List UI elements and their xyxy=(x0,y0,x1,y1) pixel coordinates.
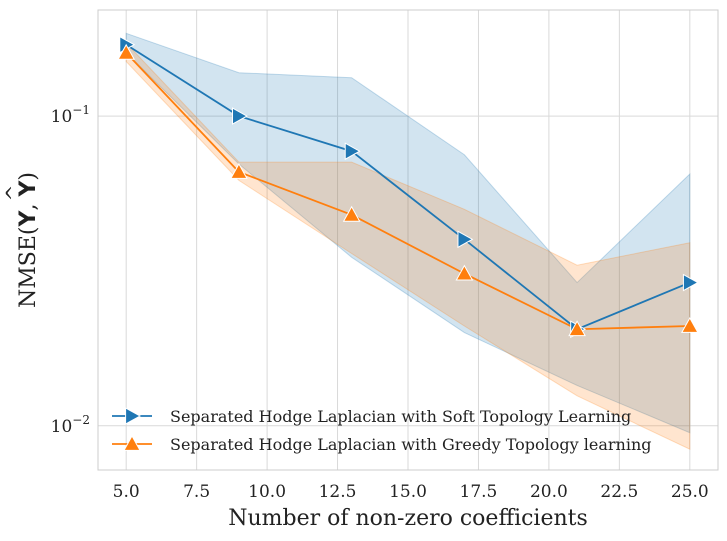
data-point xyxy=(680,316,699,333)
confidence-band xyxy=(125,41,691,451)
legend: Separated Hodge Laplacian with Soft Topo… xyxy=(112,407,651,454)
data-point xyxy=(344,142,361,161)
data-point xyxy=(230,162,248,179)
x-tick-label: 20.0 xyxy=(530,482,568,502)
y-tick-labels: 10−1 10−2 xyxy=(51,103,90,437)
data-point xyxy=(568,320,586,337)
series-line xyxy=(125,52,690,331)
series-lines xyxy=(125,43,691,331)
y-axis-label-close: ) xyxy=(16,172,41,181)
data-point xyxy=(455,264,474,281)
legend-label: Separated Hodge Laplacian with Greedy To… xyxy=(170,435,651,454)
x-tick-label: 15.0 xyxy=(389,482,427,502)
grid-lines xyxy=(98,10,718,470)
x-tick-label: 17.5 xyxy=(460,482,498,502)
series-line xyxy=(125,43,691,331)
y-tick-label: 10−1 xyxy=(51,103,90,127)
y-axis-label-prefix: NMSE( xyxy=(16,226,41,308)
legend-marker xyxy=(125,407,142,425)
x-tick-label: 7.5 xyxy=(183,482,210,502)
y-axis-label-hat: ^ xyxy=(1,185,25,202)
legend-marker xyxy=(123,434,141,451)
x-tick-labels: 5.0 7.5 10.0 12.5 15.0 17.5 20.0 22.5 25.0 xyxy=(113,482,709,502)
y-axis-label: NMSE(Y, Y) xyxy=(16,172,41,308)
x-tick-label: 12.5 xyxy=(319,482,357,502)
series-markers xyxy=(117,35,699,339)
y-axis-label-y: Y xyxy=(16,209,41,227)
data-point xyxy=(682,273,699,292)
data-point xyxy=(117,43,136,60)
legend-label: Separated Hodge Laplacian with Soft Topo… xyxy=(170,407,631,426)
plot-frame xyxy=(97,9,719,471)
x-tick-label: 10.0 xyxy=(248,482,286,502)
x-axis-label: Number of non-zero coefficients xyxy=(228,506,588,531)
x-tick-label: 5.0 xyxy=(113,482,140,502)
data-point xyxy=(457,230,474,249)
x-tick-label: 22.5 xyxy=(600,482,638,502)
data-point xyxy=(342,205,361,222)
y-axis-label-sep: , xyxy=(16,197,41,211)
x-tick-label: 25.0 xyxy=(671,482,709,502)
y-tick-label: 10−2 xyxy=(51,413,90,437)
y-axis-label-yhat: Y xyxy=(16,180,41,198)
data-point xyxy=(232,107,248,125)
